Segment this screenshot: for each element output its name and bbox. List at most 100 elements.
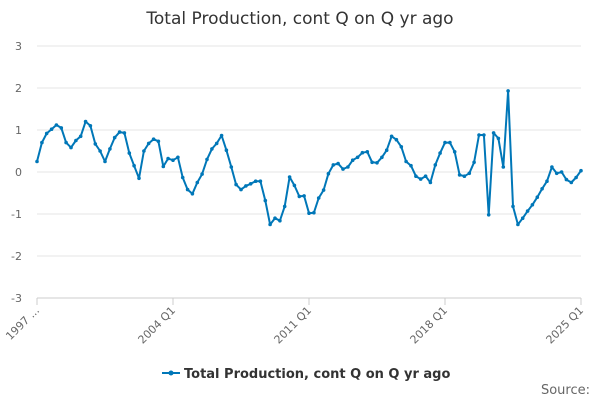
- data-point[interactable]: [418, 177, 423, 181]
- data-point[interactable]: [171, 158, 175, 162]
- data-point[interactable]: [93, 142, 98, 146]
- data-point[interactable]: [180, 175, 185, 180]
- data-point[interactable]: [321, 188, 326, 192]
- data-point[interactable]: [423, 174, 428, 178]
- data-point[interactable]: [438, 151, 442, 155]
- data-point[interactable]: [569, 180, 574, 185]
- data-point[interactable]: [550, 165, 554, 169]
- data-point[interactable]: [176, 155, 180, 160]
- data-point[interactable]: [108, 147, 112, 151]
- data-point[interactable]: [316, 196, 321, 200]
- data-point[interactable]: [360, 150, 365, 155]
- data-point[interactable]: [482, 133, 486, 137]
- data-point[interactable]: [404, 159, 408, 164]
- data-point[interactable]: [297, 194, 302, 199]
- data-point[interactable]: [137, 176, 141, 181]
- data-point[interactable]: [83, 119, 88, 124]
- data-point[interactable]: [520, 216, 525, 220]
- data-point[interactable]: [268, 222, 272, 227]
- data-point[interactable]: [506, 89, 510, 93]
- data-point[interactable]: [132, 163, 136, 168]
- data-point[interactable]: [380, 155, 384, 160]
- data-point[interactable]: [253, 179, 258, 183]
- data-point[interactable]: [331, 163, 336, 167]
- data-point[interactable]: [302, 194, 306, 198]
- data-point[interactable]: [511, 204, 515, 209]
- data-point[interactable]: [346, 165, 350, 169]
- data-point[interactable]: [326, 171, 331, 176]
- data-point[interactable]: [530, 203, 535, 207]
- data-point[interactable]: [35, 159, 39, 164]
- data-point[interactable]: [394, 137, 399, 142]
- data-point[interactable]: [462, 174, 467, 178]
- data-point[interactable]: [292, 183, 297, 188]
- data-point[interactable]: [457, 173, 462, 177]
- data-point[interactable]: [146, 141, 151, 146]
- data-point[interactable]: [142, 149, 146, 153]
- data-point[interactable]: [414, 174, 418, 178]
- data-point[interactable]: [443, 140, 447, 145]
- data-point[interactable]: [44, 131, 49, 136]
- data-point[interactable]: [375, 161, 379, 165]
- data-point[interactable]: [258, 179, 263, 183]
- data-point[interactable]: [161, 164, 166, 169]
- data-point[interactable]: [579, 168, 583, 173]
- data-point[interactable]: [428, 180, 433, 185]
- data-point[interactable]: [384, 148, 389, 152]
- data-point[interactable]: [190, 192, 195, 196]
- data-point[interactable]: [151, 137, 156, 141]
- data-point[interactable]: [448, 140, 452, 145]
- data-point[interactable]: [59, 126, 64, 130]
- data-point[interactable]: [467, 171, 472, 176]
- data-point[interactable]: [491, 131, 496, 135]
- data-point[interactable]: [554, 171, 559, 176]
- data-point[interactable]: [117, 130, 122, 134]
- data-point[interactable]: [574, 175, 578, 180]
- data-point[interactable]: [234, 182, 238, 187]
- data-point[interactable]: [49, 127, 54, 131]
- data-point[interactable]: [282, 204, 287, 209]
- data-point[interactable]: [156, 139, 161, 144]
- data-point[interactable]: [350, 158, 355, 162]
- data-point[interactable]: [545, 179, 549, 183]
- data-point[interactable]: [564, 177, 569, 182]
- data-point[interactable]: [540, 187, 544, 191]
- data-point[interactable]: [472, 160, 476, 165]
- data-point[interactable]: [355, 155, 360, 160]
- data-point[interactable]: [244, 184, 248, 188]
- data-point[interactable]: [365, 150, 370, 154]
- data-point[interactable]: [307, 211, 311, 215]
- data-point[interactable]: [210, 147, 214, 151]
- legend[interactable]: Total Production, cont Q on Q yr ago: [162, 367, 450, 382]
- data-point[interactable]: [185, 187, 190, 192]
- data-point[interactable]: [312, 210, 316, 215]
- data-point[interactable]: [370, 160, 374, 165]
- data-point[interactable]: [389, 134, 394, 139]
- data-point[interactable]: [103, 159, 107, 164]
- data-point[interactable]: [287, 175, 292, 179]
- data-point[interactable]: [525, 209, 530, 213]
- data-point[interactable]: [219, 133, 224, 138]
- data-point[interactable]: [98, 149, 102, 153]
- data-point[interactable]: [214, 141, 219, 146]
- data-point[interactable]: [336, 161, 340, 166]
- data-point[interactable]: [278, 218, 282, 223]
- data-point[interactable]: [74, 138, 78, 143]
- data-point[interactable]: [496, 136, 501, 141]
- data-point[interactable]: [501, 165, 506, 169]
- data-point[interactable]: [200, 172, 204, 176]
- data-point[interactable]: [40, 140, 44, 145]
- data-point[interactable]: [239, 187, 243, 192]
- data-point[interactable]: [229, 165, 234, 169]
- data-point[interactable]: [195, 180, 200, 185]
- data-point[interactable]: [452, 150, 457, 154]
- data-point[interactable]: [127, 151, 132, 155]
- data-point[interactable]: [166, 156, 170, 161]
- data-point[interactable]: [535, 195, 540, 199]
- data-point[interactable]: [224, 148, 229, 152]
- data-point[interactable]: [88, 124, 93, 128]
- data-point[interactable]: [409, 163, 413, 168]
- data-point[interactable]: [122, 131, 127, 135]
- data-point[interactable]: [433, 163, 438, 167]
- data-point[interactable]: [69, 145, 73, 150]
